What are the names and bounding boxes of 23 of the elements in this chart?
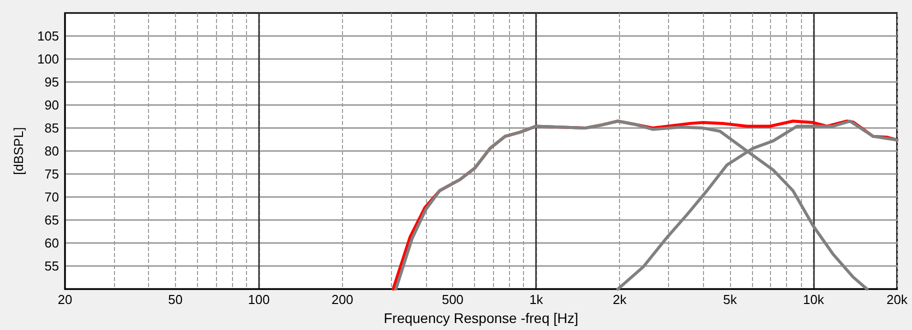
- x-tick-label: 50: [168, 292, 183, 308]
- x-tick-label: 10k: [803, 292, 824, 308]
- y-tick-label: 65: [44, 212, 59, 228]
- y-tick-label: 100: [37, 52, 59, 67]
- y-tick-label: 80: [44, 144, 59, 159]
- y-tick-label: 90: [44, 98, 59, 113]
- x-tick-label: 500: [442, 292, 464, 308]
- x-tick-label: 100: [248, 292, 270, 308]
- y-tick-label: 55: [44, 258, 59, 274]
- y-tick-label: 75: [44, 166, 59, 182]
- y-tick-label: 60: [44, 236, 59, 251]
- y-tick-label: 70: [44, 190, 59, 205]
- y-axis-title: [dBSPL]: [11, 127, 26, 175]
- x-tick-label: 20: [58, 292, 72, 308]
- x-tick-label: 2k: [612, 292, 628, 308]
- x-tick-label: 5k: [723, 292, 738, 308]
- x-tick-label: 200: [331, 292, 354, 308]
- y-tick-label: 105: [37, 28, 59, 44]
- x-axis-title: Frequency Response -freq [Hz]: [384, 310, 578, 326]
- y-tick-label: 85: [44, 120, 59, 136]
- x-tick-label: 1k: [529, 292, 544, 308]
- x-tick-label: 20k: [886, 292, 908, 308]
- y-tick-label: 95: [44, 74, 59, 90]
